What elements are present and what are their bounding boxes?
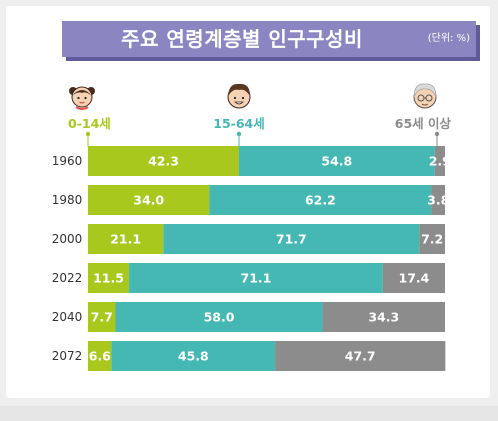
data-label: 6.6: [89, 349, 111, 364]
data-label: 34.0: [133, 193, 164, 208]
year-label: 2040: [52, 310, 83, 324]
bar-segment: [434, 146, 445, 176]
bar-segment: [88, 341, 112, 371]
data-label: 47.7: [345, 349, 376, 364]
year-label: 1960: [52, 154, 83, 168]
bar-segment: [209, 185, 432, 215]
elderly-face-icon: [413, 83, 437, 109]
bar-segment: [163, 224, 420, 254]
data-label: 54.8: [321, 154, 352, 169]
data-label: 71.1: [241, 271, 272, 286]
girl-face-icon: [69, 86, 95, 110]
legend-label: 15-64세: [213, 116, 264, 131]
year-label: 2000: [52, 232, 83, 246]
bar-segment: [239, 146, 435, 176]
year-label: 2072: [52, 349, 83, 363]
bar-segment: [111, 341, 276, 371]
title-bar: [62, 21, 476, 57]
legend-marker-dot: [434, 131, 440, 137]
legend-label: 65세 이상: [395, 116, 452, 131]
data-label: 17.4: [399, 271, 430, 286]
bar-segment: [129, 263, 383, 293]
bar-segment: [88, 146, 240, 176]
data-label: 7.7: [91, 310, 113, 325]
bar-segment: [275, 341, 446, 371]
bar-segment: [115, 302, 323, 332]
bar-segment: [88, 263, 130, 293]
bar-segment: [431, 185, 445, 215]
chart-title: 주요 연령계층별 인구구성비: [121, 27, 363, 51]
bar-segment: [88, 185, 210, 215]
data-label: 7.2: [421, 232, 443, 247]
man-face-icon: [227, 83, 251, 109]
data-label: 62.2: [305, 193, 336, 208]
data-label: 21.1: [110, 232, 141, 247]
data-label: 58.0: [204, 310, 235, 325]
year-label: 1980: [52, 193, 83, 207]
bar-segment: [322, 302, 445, 332]
data-label: 2.9: [429, 154, 451, 169]
legend-marker-dot: [236, 131, 242, 137]
data-label: 45.8: [178, 349, 209, 364]
year-label: 2022: [52, 271, 83, 285]
legend-label: 0-14세: [68, 116, 111, 131]
unit-label: (단위: %): [427, 33, 470, 44]
data-label: 3.8: [427, 193, 449, 208]
data-label: 34.3: [368, 310, 399, 325]
data-label: 11.5: [93, 271, 124, 286]
legend-marker-dot: [85, 131, 91, 137]
data-label: 42.3: [148, 154, 179, 169]
bar-segment: [88, 302, 116, 332]
bottom-strip: [0, 406, 498, 421]
bar-segment: [88, 224, 164, 254]
data-label: 71.7: [276, 232, 307, 247]
bar-segment: [419, 224, 445, 254]
bar-segment: [382, 263, 445, 293]
